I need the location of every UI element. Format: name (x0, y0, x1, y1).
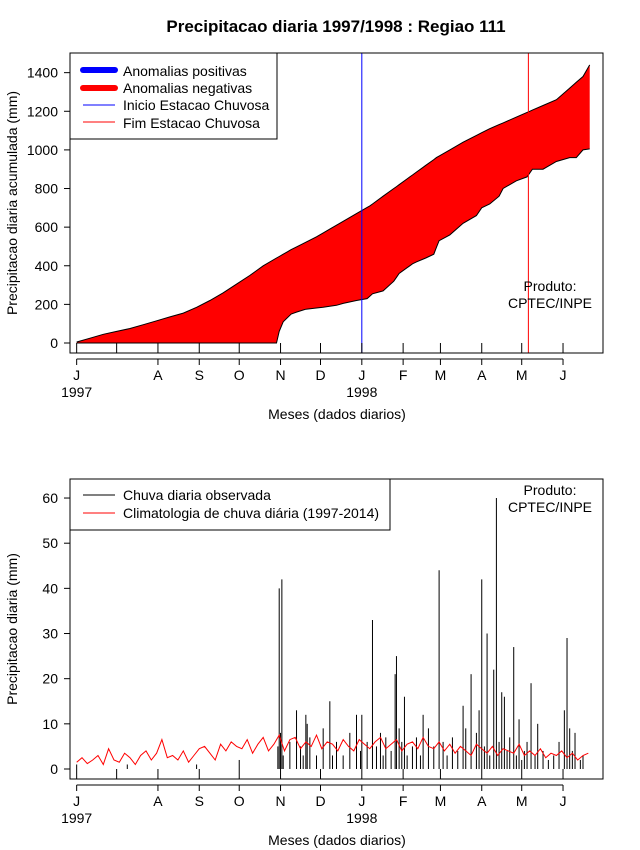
chart1-xtick-label-9: A (477, 367, 487, 383)
legend-positive-anomaly-label: Anomalias positivas (123, 63, 247, 79)
chart2-xtick-label-11: J (560, 793, 567, 809)
chart2-xtick-label-5: D (315, 793, 325, 809)
chart2-xtick-label-2: S (195, 793, 204, 809)
chart1-product-source: CPTEC/INPE (508, 295, 592, 311)
chart1-ytick-label-6: 1200 (27, 103, 58, 119)
chart2-year-label-0: 1997 (61, 810, 92, 826)
legend-season-end-label: Fim Estacao Chuvosa (123, 115, 260, 131)
chart1-xtick-label-1: A (153, 367, 163, 383)
chart2-xtick-label-7: F (399, 793, 408, 809)
legend-observed-daily-label: Chuva diaria observada (123, 487, 271, 503)
chart2-xtick-label-3: O (234, 793, 245, 809)
chart1-title: Precipitacao diaria 1997/1998 : Regiao 1… (166, 17, 505, 36)
chart2-climatology-line (76, 733, 589, 766)
observed-accumulated-line (76, 148, 590, 344)
legend-season-start-label: Inicio Estacao Chuvosa (123, 97, 270, 113)
chart2-y-axis: 0 10 20 30 40 50 60 (42, 490, 70, 777)
chart1-product-label: Produto: (524, 278, 577, 294)
chart2-ytick-label-6: 60 (42, 490, 58, 506)
chart1-ytick-label-0: 0 (50, 335, 58, 351)
chart2-ytick-label-4: 40 (42, 580, 58, 596)
chart1-anomaly-fill (76, 64, 591, 344)
chart1-y-axis: 0 200 400 600 800 1000 1200 1400 (27, 65, 70, 351)
chart2-ytick-label-3: 30 (42, 626, 58, 642)
chart1-ytick-label-7: 1400 (27, 65, 58, 81)
chart1-ytick-label-5: 1000 (27, 142, 58, 158)
chart1-xtick-label-8: M (435, 367, 447, 383)
chart2-xtick-label-0: J (73, 793, 80, 809)
chart1-year-label-1: 1998 (346, 384, 377, 400)
chart1-xtick-label-4: N (275, 367, 285, 383)
legend-climatology-label: Climatologia de chuva diária (1997-2014) (123, 505, 379, 521)
chart1-xtick-label-6: J (358, 367, 365, 383)
chart2-ytick-label-2: 20 (42, 671, 58, 687)
chart2-ytick-label-1: 10 (42, 716, 58, 732)
legend-negative-anomaly-label: Anomalias negativas (123, 80, 252, 96)
chart1-xtick-label-3: O (234, 367, 245, 383)
accumulated-precipitation-chart: Precipitacao diaria 1997/1998 : Regiao 1… (4, 17, 604, 422)
chart1-xtick-label-5: D (315, 367, 325, 383)
chart2-x-axis-label: Meses (dados diarios) (268, 832, 406, 848)
climatology-accumulated-line (76, 64, 591, 343)
chart1-xtick-label-0: J (73, 367, 80, 383)
chart2-xtick-label-1: A (153, 793, 163, 809)
chart1-xtick-label-2: S (195, 367, 204, 383)
chart2-y-axis-label: Precipitacao diaria (mm) (4, 553, 20, 705)
chart2-xtick-label-6: J (358, 793, 365, 809)
negative-anomaly-area (76, 64, 590, 344)
chart2-xtick-label-8: M (435, 793, 447, 809)
chart1-xtick-label-11: J (560, 367, 567, 383)
chart1-legend: Anomalias positivas Anomalias negativas … (69, 52, 278, 140)
chart1-ytick-label-3: 600 (35, 219, 59, 235)
chart1-x-axis-label: Meses (dados diarios) (268, 406, 406, 422)
chart1-ytick-label-2: 400 (35, 258, 59, 274)
chart2-xtick-label-10: M (516, 793, 528, 809)
chart1-year-label-0: 1997 (61, 384, 92, 400)
chart2-xtick-label-4: N (275, 793, 285, 809)
chart1-ytick-label-1: 200 (35, 296, 59, 312)
chart2-legend-box (69, 478, 391, 531)
chart1-season-lines (361, 53, 529, 353)
chart1-ytick-label-4: 800 (35, 181, 59, 197)
chart2-product-source: CPTEC/INPE (508, 499, 592, 515)
chart1-xtick-label-10: M (516, 367, 528, 383)
chart2-ytick-label-5: 50 (42, 535, 58, 551)
chart1-y-axis-label: Precipitacao diaria acumulada (mm) (4, 91, 20, 315)
chart2-ytick-label-0: 0 (50, 761, 58, 777)
chart1-xtick-label-7: F (399, 367, 408, 383)
chart2-legend: Chuva diaria observada Climatologia de c… (69, 478, 391, 531)
chart2-product-label: Produto: (524, 482, 577, 498)
chart1-plot-frame (69, 52, 604, 354)
chart2-year-label-1: 1998 (346, 810, 377, 826)
chart2-observed-daily-bars (76, 498, 584, 769)
chart2-xtick-label-9: A (477, 793, 487, 809)
